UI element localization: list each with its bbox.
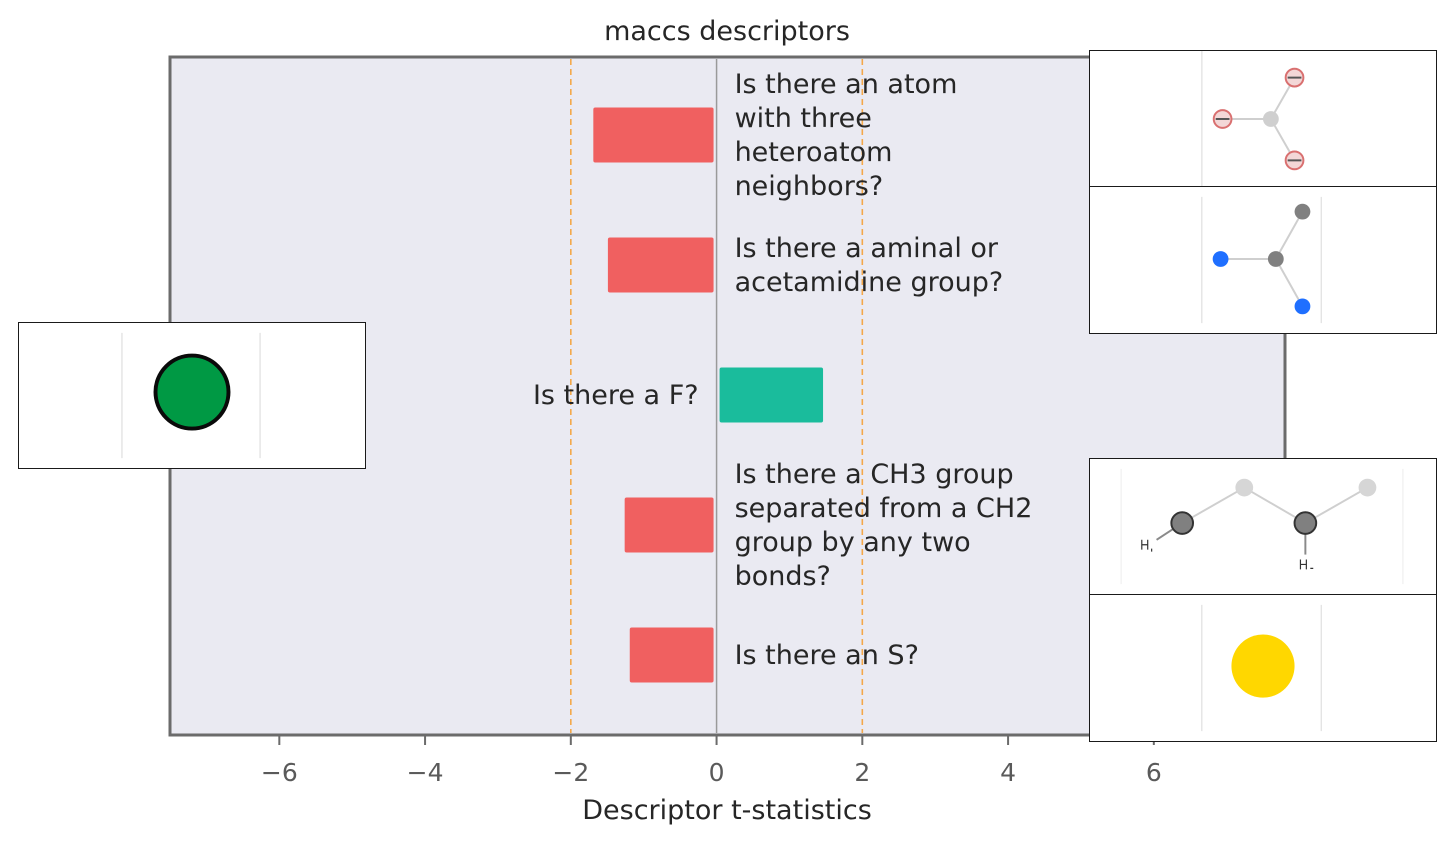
x-tick-label: −4 [407,758,444,787]
bar [629,627,714,683]
x-axis-ticks: −6 −4 −2 0 2 4 6 [261,735,1162,787]
three-heteroatom-neighbors-molecule-icon [1089,50,1437,187]
aminal-acetamidine-molecule-icon [1089,186,1437,334]
bar [719,367,824,423]
bar [607,237,714,293]
x-tick-label: 4 [1000,758,1016,787]
x-tick-label: 0 [709,758,725,787]
x-tick-label: −2 [552,758,589,787]
x-axis-label: Descriptor t-statistics [582,795,872,826]
bar [593,107,714,163]
bar-label: Is there an atom with three heteroatom neig… [735,69,958,202]
x-tick-label: 2 [854,758,870,787]
bar [624,497,714,553]
bar-label: Is there a CH3 group separated from a CH2… [735,459,1033,592]
x-tick-label: 6 [1146,758,1162,787]
bar-labels: Is there an atom with three heteroatom neig… [533,69,1032,671]
fluorine-atom-icon [18,322,366,469]
bar-label: Is there an S? [735,640,919,671]
chart-title: maccs descriptors [604,16,850,47]
bars [593,107,824,683]
bar-label: Is there a F? [533,380,699,411]
x-tick-label: −6 [261,758,298,787]
sulfur-atom-icon [1089,594,1437,742]
bar-label: Is there a aminal or acetamidine group? [735,233,1004,298]
threshold-lines [570,59,864,733]
ch3-ch2-molecule-icon [1089,458,1437,595]
